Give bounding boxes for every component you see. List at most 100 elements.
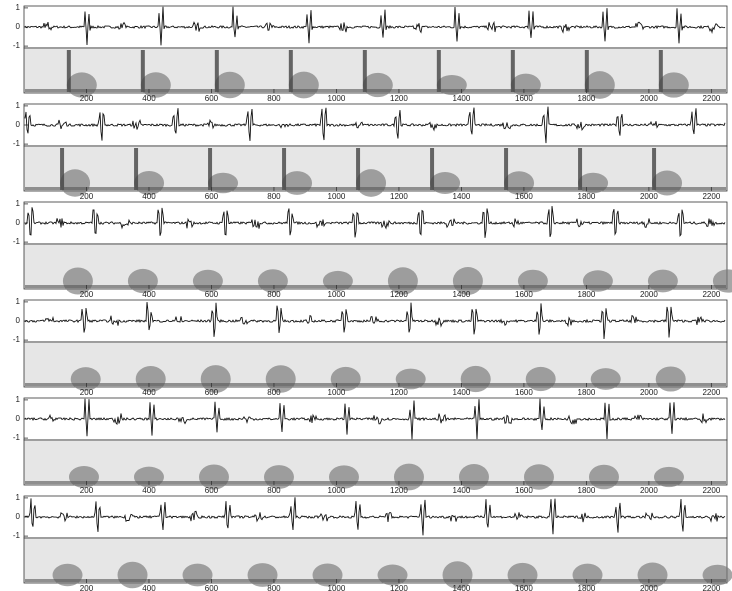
spectrogram-floor — [25, 383, 726, 386]
spectrogram-blob — [323, 271, 353, 291]
y-tick-label: -1 — [13, 531, 21, 540]
x-tick-label: 200 — [80, 290, 94, 299]
spectrogram-blob — [591, 368, 621, 390]
spectrogram-band — [652, 148, 656, 190]
x-tick-label: 1600 — [515, 94, 533, 103]
x-tick-label: 800 — [267, 192, 281, 201]
spectrogram-blob — [289, 72, 319, 99]
y-tick-label: -1 — [13, 41, 21, 50]
spectrogram-floor — [25, 579, 726, 582]
x-tick-label: 1000 — [328, 388, 346, 397]
spectrogram-bg — [24, 440, 727, 485]
spectrogram-blob — [648, 270, 678, 293]
spectrogram-blob — [313, 563, 343, 586]
x-tick-label: 1800 — [578, 94, 596, 103]
x-tick-label: 1000 — [328, 486, 346, 495]
spectrogram-blob — [430, 172, 460, 194]
spectrogram-blob — [363, 73, 393, 97]
x-tick-label: 1200 — [390, 388, 408, 397]
spectrogram-floor — [25, 187, 726, 190]
spectrogram-blob — [511, 74, 541, 97]
spectrogram-band — [504, 148, 508, 190]
spectrogram-blob — [437, 75, 467, 95]
x-tick-label: 1200 — [390, 290, 408, 299]
x-tick-label: 2200 — [702, 388, 720, 397]
x-tick-label: 1400 — [453, 584, 471, 591]
spectrogram-band — [289, 50, 293, 92]
x-tick-label: 2200 — [702, 486, 720, 495]
x-tick-label: 400 — [142, 290, 156, 299]
spectrogram-band — [282, 148, 286, 190]
y-tick-label: 0 — [16, 512, 21, 521]
x-tick-label: 1000 — [328, 94, 346, 103]
y-tick-label: 0 — [16, 316, 21, 325]
x-tick-label: 1200 — [390, 486, 408, 495]
x-tick-label: 800 — [267, 290, 281, 299]
spectrogram-blob — [518, 270, 548, 293]
x-tick-label: 2000 — [640, 192, 658, 201]
x-tick-label: 1600 — [515, 290, 533, 299]
spectrogram-blob — [53, 564, 83, 586]
spectrogram-band — [67, 50, 71, 92]
x-tick-label: 2200 — [702, 584, 720, 591]
x-tick-label: 1000 — [328, 192, 346, 201]
x-tick-label: 600 — [205, 192, 219, 201]
spectrogram-blob — [659, 72, 689, 97]
x-tick-label: 400 — [142, 388, 156, 397]
spectrogram-band — [141, 50, 145, 92]
x-tick-label: 800 — [267, 486, 281, 495]
spectrogram-band — [208, 148, 212, 190]
x-tick-label: 400 — [142, 584, 156, 591]
x-tick-label: 1200 — [390, 584, 408, 591]
x-tick-label: 1000 — [328, 290, 346, 299]
spectrogram-band — [134, 148, 138, 190]
spectrogram-floor — [25, 285, 726, 288]
x-tick-label: 1600 — [515, 388, 533, 397]
spectrogram-blob — [215, 72, 245, 99]
spectrogram-band — [215, 50, 219, 92]
y-tick-label: -1 — [13, 139, 21, 148]
x-tick-label: 600 — [205, 584, 219, 591]
spectrogram-band — [511, 50, 515, 92]
x-tick-label: 800 — [267, 388, 281, 397]
x-tick-label: 1800 — [578, 584, 596, 591]
spectrogram-floor — [25, 89, 726, 92]
x-tick-label: 1600 — [515, 486, 533, 495]
x-tick-label: 1200 — [390, 192, 408, 201]
x-tick-label: 1800 — [578, 290, 596, 299]
y-tick-label: 0 — [16, 414, 21, 423]
spectrogram-blob — [356, 169, 386, 197]
spectrogram-band — [363, 50, 367, 92]
x-tick-label: 2000 — [640, 388, 658, 397]
x-tick-label: 1400 — [453, 94, 471, 103]
y-tick-label: -1 — [13, 433, 21, 442]
x-tick-label: 1000 — [328, 584, 346, 591]
y-tick-label: -1 — [13, 335, 21, 344]
spectrogram-blob — [282, 171, 312, 195]
spectrogram-blob — [208, 173, 238, 194]
spectrogram-band — [578, 148, 582, 190]
x-tick-label: 1600 — [515, 584, 533, 591]
x-tick-label: 400 — [142, 192, 156, 201]
x-tick-label: 600 — [205, 388, 219, 397]
y-tick-label: 1 — [16, 101, 21, 110]
spectrogram-bg — [24, 342, 727, 387]
spectrogram-blob — [183, 564, 213, 587]
x-tick-label: 2200 — [702, 94, 720, 103]
x-tick-label: 1400 — [453, 290, 471, 299]
y-tick-label: 0 — [16, 218, 21, 227]
x-tick-label: 600 — [205, 94, 219, 103]
spectrogram-blob — [396, 369, 426, 390]
x-tick-label: 200 — [80, 388, 94, 397]
x-tick-label: 1800 — [578, 192, 596, 201]
y-tick-label: 0 — [16, 120, 21, 129]
x-tick-label: 1800 — [578, 486, 596, 495]
spectrogram-blob — [654, 467, 684, 487]
spectrogram-band — [437, 50, 441, 92]
x-tick-label: 800 — [267, 94, 281, 103]
x-tick-label: 1600 — [515, 192, 533, 201]
spectrogram-band — [430, 148, 434, 190]
y-tick-label: 1 — [16, 493, 21, 502]
spectrogram-blob — [583, 270, 613, 291]
spectrogram-blob — [656, 366, 686, 391]
